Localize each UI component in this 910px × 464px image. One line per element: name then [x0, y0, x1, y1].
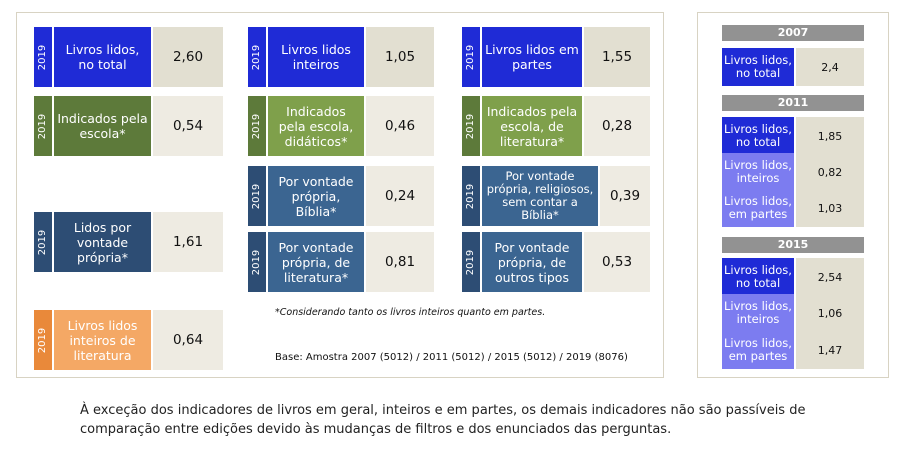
card-value: 1,05 — [366, 27, 434, 87]
year-tag: 2019 — [248, 96, 266, 156]
card-vontade-religiosos: 2019 Por vontade própria, religiosos, se… — [462, 166, 650, 226]
row-value: 2,4 — [796, 48, 864, 86]
year-tag: 2019 — [462, 96, 480, 156]
card-value: 1,55 — [584, 27, 650, 87]
year-tag: 2019 — [248, 27, 266, 87]
year-tag: 2019 — [34, 27, 52, 87]
row-2015-total: Livros lidos, no total 2,54 — [722, 258, 864, 296]
year-tag: 2019 — [34, 96, 52, 156]
card-value: 0,54 — [153, 96, 223, 156]
card-label: Indicados pela escola, didáticos* — [268, 96, 364, 156]
year-tag: 2019 — [462, 27, 480, 87]
row-label: Livros lidos, inteiros — [722, 153, 794, 191]
year-header-2007: 2007 — [722, 25, 864, 41]
card-label: Por vontade própria, de literatura* — [268, 232, 364, 292]
year-tag: 2019 — [248, 166, 266, 226]
year-tag: 2019 — [34, 212, 52, 272]
card-value: 0,24 — [366, 166, 434, 226]
row-label: Livros lidos, no total — [722, 117, 794, 155]
card-label: Por vontade própria, religiosos, sem con… — [482, 166, 598, 226]
row-2011-inteiros: Livros lidos, inteiros 0,82 — [722, 153, 864, 191]
year-tag: 2019 — [34, 310, 52, 370]
row-label: Livros lidos, no total — [722, 258, 794, 296]
card-label: Indicados pela escola, de literatura* — [482, 96, 582, 156]
row-2015-partes: Livros lidos, em partes 1,47 — [722, 331, 864, 369]
row-label: Livros lidos, em partes — [722, 189, 794, 227]
row-label: Livros lidos, em partes — [722, 331, 794, 369]
year-header-2015: 2015 — [722, 237, 864, 253]
card-vontade-outros: 2019 Por vontade própria, de outros tipo… — [462, 232, 650, 292]
card-inteiros-literatura: 2019 Livros lidos inteiros de literatura… — [34, 310, 223, 370]
card-indicados-literatura: 2019 Indicados pela escola, de literatur… — [462, 96, 650, 156]
card-label: Indicados pela escola* — [54, 96, 151, 156]
row-2011-total: Livros lidos, no total 1,85 — [722, 117, 864, 155]
year-tag: 2019 — [462, 166, 480, 226]
year-tag: 2019 — [248, 232, 266, 292]
row-2011-partes: Livros lidos, em partes 1,03 — [722, 189, 864, 227]
card-value: 2,60 — [153, 27, 223, 87]
card-value: 0,64 — [153, 310, 223, 370]
card-livros-lidos-total: 2019 Livros lidos, no total 2,60 — [34, 27, 223, 87]
card-vontade-literatura: 2019 Por vontade própria, de literatura*… — [248, 232, 434, 292]
row-value: 2,54 — [796, 258, 864, 296]
row-2007-total: Livros lidos, no total 2,4 — [722, 48, 864, 86]
card-value: 1,61 — [153, 212, 223, 272]
caption: À exceção dos indicadores de livros em g… — [80, 403, 806, 437]
card-indicados-didaticos: 2019 Indicados pela escola, didáticos* 0… — [248, 96, 434, 156]
card-value: 0,81 — [366, 232, 434, 292]
card-value: 0,46 — [366, 96, 434, 156]
card-label: Lidos por vontade própria* — [54, 212, 151, 272]
card-vontade-propria: 2019 Lidos por vontade própria* 1,61 — [34, 212, 223, 272]
row-label: Livros lidos, inteiros — [722, 294, 794, 332]
card-label: Livros lidos, no total — [54, 27, 151, 87]
card-label: Por vontade própria, de outros tipos — [482, 232, 582, 292]
row-value: 0,82 — [796, 153, 864, 191]
row-value: 1,85 — [796, 117, 864, 155]
card-livros-lidos-inteiros: 2019 Livros lidos inteiros 1,05 — [248, 27, 434, 87]
row-value: 1,06 — [796, 294, 864, 332]
year-header-2011: 2011 — [722, 95, 864, 111]
card-indicados-escola: 2019 Indicados pela escola* 0,54 — [34, 96, 223, 156]
row-label: Livros lidos, no total — [722, 48, 794, 86]
card-vontade-biblia: 2019 Por vontade própria, Bíblia* 0,24 — [248, 166, 434, 226]
card-value: 0,53 — [584, 232, 650, 292]
footnote: *Considerando tanto os livros inteiros q… — [275, 307, 546, 318]
row-value: 1,47 — [796, 331, 864, 369]
card-value: 0,28 — [584, 96, 650, 156]
card-label: Livros lidos inteiros de literatura — [54, 310, 151, 370]
row-value: 1,03 — [796, 189, 864, 227]
card-value: 0,39 — [600, 166, 650, 226]
year-tag: 2019 — [462, 232, 480, 292]
card-label: Por vontade própria, Bíblia* — [268, 166, 364, 226]
card-livros-lidos-partes: 2019 Livros lidos em partes 1,55 — [462, 27, 650, 87]
card-label: Livros lidos inteiros — [268, 27, 364, 87]
row-2015-inteiros: Livros lidos, inteiros 1,06 — [722, 294, 864, 332]
base-note: Base: Amostra 2007 (5012) / 2011 (5012) … — [275, 352, 628, 363]
card-label: Livros lidos em partes — [482, 27, 582, 87]
